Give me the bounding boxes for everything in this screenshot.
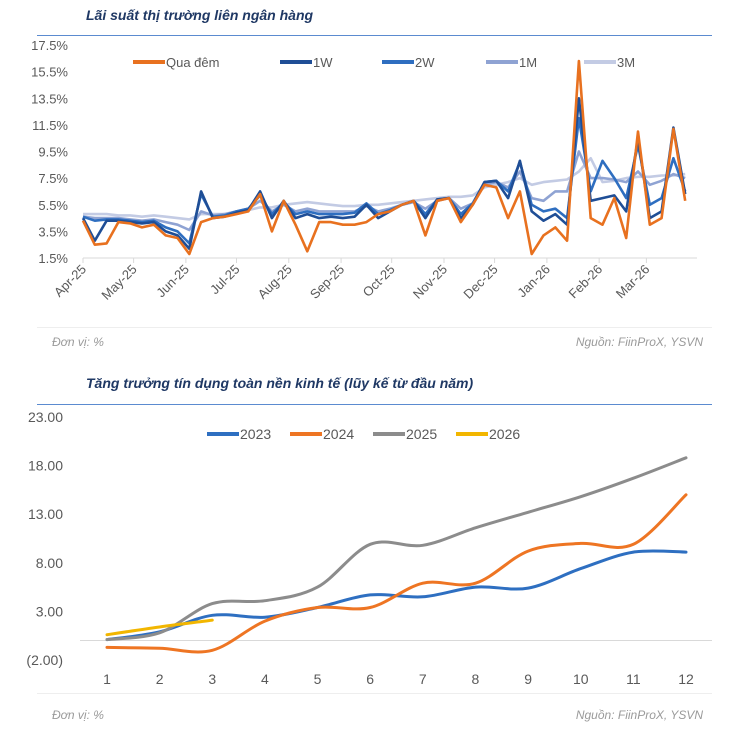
y-tick-label: 5.5% <box>38 198 68 213</box>
y-tick-label: 8.00 <box>36 555 63 571</box>
x-tick-label: 11 <box>626 671 641 687</box>
x-tick-label: 5 <box>314 671 322 687</box>
chart2-title: Tăng trưởng tín dụng toàn nền kinh tế (l… <box>86 375 474 391</box>
y-tick-label: 13.00 <box>28 506 63 522</box>
y-tick-label: 11.5% <box>32 118 68 133</box>
x-tick-label: 3 <box>208 671 216 687</box>
legend-label: 2024 <box>323 426 354 442</box>
x-tick-label: Sep-25 <box>307 262 347 302</box>
x-tick-label: May-25 <box>98 262 139 303</box>
legend-label: 2023 <box>240 426 271 442</box>
y-tick-label: 18.00 <box>28 458 63 474</box>
series-line-2024 <box>105 493 688 654</box>
x-tick-label: Apr-25 <box>51 262 89 300</box>
legend-label: 2025 <box>406 426 437 442</box>
y-tick-label: 15.5% <box>31 65 68 80</box>
chart2-divider <box>37 693 712 694</box>
x-tick-label: Jun-25 <box>153 262 192 301</box>
interbank-rate-chart: 1.5% 3.5% 5.5% 7.5% 9.5% 11.5% 13.5% 15.5% 17.5%… <box>31 38 697 303</box>
x-tick-label: 12 <box>678 671 694 687</box>
legend-label: 2026 <box>489 426 520 442</box>
x-tick-label: Mar-26 <box>613 262 653 302</box>
legend-label: 1M <box>519 55 537 70</box>
y-tick-label: 3.5% <box>38 224 68 239</box>
chart1-divider <box>37 327 712 328</box>
legend-label: 2W <box>415 55 435 70</box>
x-tick-label: 6 <box>366 671 374 687</box>
y-tick-label: (2.00) <box>26 652 63 668</box>
x-tick-label: Feb-26 <box>566 262 606 302</box>
y-tick-label: 13.5% <box>31 91 68 106</box>
chart1-title: Lãi suất thị trường liên ngân hàng <box>86 7 314 23</box>
x-tick-label: 1 <box>103 671 111 687</box>
series-line-2026 <box>105 618 214 637</box>
y-tick-label: 1.5% <box>38 251 68 266</box>
x-tick-label: Jan-26 <box>514 262 553 301</box>
x-tick-label: 9 <box>524 671 532 687</box>
x-tick-label: 10 <box>573 671 589 687</box>
y-tick-label: 7.5% <box>38 171 68 186</box>
series-line-1m <box>82 150 686 232</box>
x-tick-label: Jul-25 <box>207 262 243 298</box>
chart1-title-rule <box>37 35 712 36</box>
legend-label: 1W <box>313 55 333 70</box>
x-tick-label: Nov-25 <box>410 262 450 302</box>
x-tick-label: 7 <box>419 671 427 687</box>
series-line-2025 <box>105 456 688 642</box>
x-tick-label: Oct-25 <box>360 262 398 300</box>
x-tick-label: Dec-25 <box>460 262 500 302</box>
legend-label: Qua đêm <box>166 55 219 70</box>
series-line-qua-đêm <box>81 59 687 256</box>
x-tick-label: 4 <box>261 671 269 687</box>
x-tick-label: 2 <box>156 671 164 687</box>
x-tick-label: 8 <box>472 671 480 687</box>
legend-label: 3M <box>617 55 635 70</box>
series-line-1w <box>81 97 687 250</box>
chart2-source: Nguồn: FiinProX, YSVN <box>575 708 703 722</box>
chart2-title-rule <box>37 404 712 405</box>
y-tick-label: 3.00 <box>36 603 63 619</box>
chart1-unit-note: Đơn vị: % <box>52 335 104 349</box>
x-tick-label: Aug-25 <box>255 262 295 302</box>
y-tick-label: 17.5% <box>31 38 68 53</box>
chart2-unit-note: Đơn vị: % <box>52 708 104 722</box>
chart1-source: Nguồn: FiinProX, YSVN <box>575 335 703 349</box>
y-tick-label: 23.00 <box>28 409 63 425</box>
y-tick-label: 9.5% <box>38 145 68 160</box>
